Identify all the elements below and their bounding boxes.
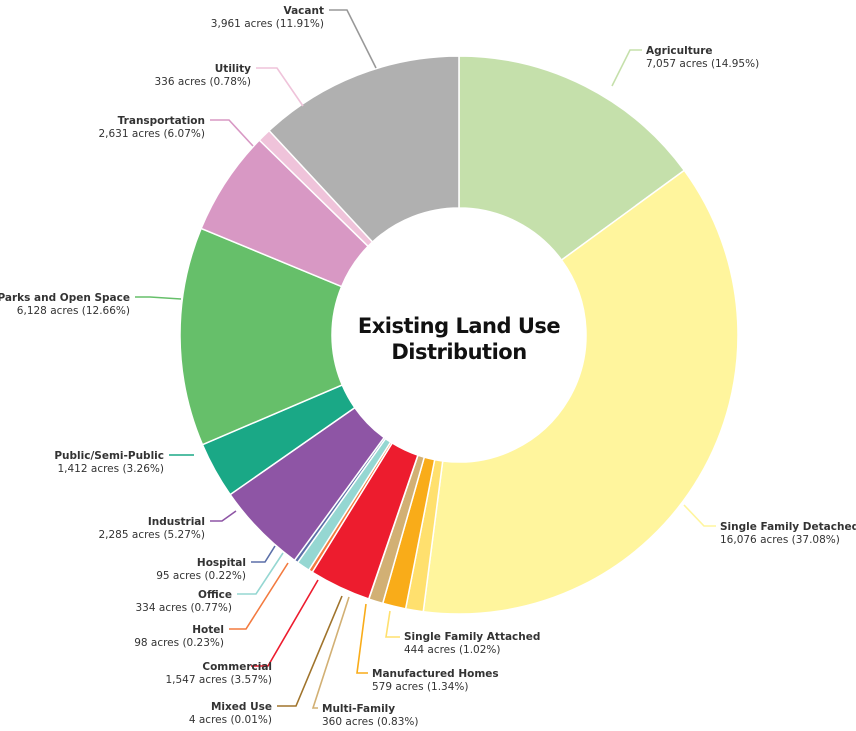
slice-label-value: 1,412 acres (3.26%) xyxy=(57,463,164,475)
slice-label-value: 336 acres (0.78%) xyxy=(155,76,252,88)
label-leader-lines xyxy=(135,9,716,709)
leader-line xyxy=(210,510,237,522)
slice-label-value: 334 acres (0.77%) xyxy=(136,602,233,614)
slice-agriculture xyxy=(458,55,686,262)
slice-label-name: Agriculture xyxy=(646,45,713,57)
leader-line xyxy=(385,610,400,638)
slice-label-value: 95 acres (0.22%) xyxy=(156,570,246,582)
slice-label-value: 7,057 acres (14.95%) xyxy=(646,58,759,70)
center-title-line-1: Existing Land Use xyxy=(358,314,561,338)
slice-label-name: Parks and Open Space xyxy=(0,292,130,304)
center-title: Existing Land Use Distribution xyxy=(358,314,561,364)
slice-label-name: Manufactured Homes xyxy=(372,668,499,680)
leader-line xyxy=(135,296,182,300)
leader-line xyxy=(251,545,276,563)
slice-label-name: Multi-Family xyxy=(322,703,395,715)
slice-label-value: 579 acres (1.34%) xyxy=(372,681,469,693)
leader-line xyxy=(229,562,289,630)
leader-line xyxy=(277,595,343,707)
slice-label-value: 6,128 acres (12.66%) xyxy=(17,305,130,317)
leader-line xyxy=(611,49,642,87)
leader-line xyxy=(311,596,350,709)
slice-vacant xyxy=(268,55,460,244)
leader-line xyxy=(237,552,284,595)
leader-line xyxy=(683,504,716,527)
slice-label-name: Industrial xyxy=(148,516,205,528)
slice-label-value: 2,631 acres (6.07%) xyxy=(98,128,205,140)
leader-line xyxy=(251,579,319,667)
donut-slices xyxy=(179,55,739,615)
slice-label-name: Commercial xyxy=(202,661,272,673)
slice-label-name: Hotel xyxy=(192,624,224,636)
slice-label-name: Utility xyxy=(215,63,251,75)
slice-label-value: 16,076 acres (37.08%) xyxy=(720,534,840,546)
slice-label-name: Transportation xyxy=(118,115,205,127)
slice-label-name: Vacant xyxy=(284,5,324,17)
slice-single-family-detached xyxy=(422,169,739,615)
slice-label-name: Single Family Attached xyxy=(404,631,540,643)
slice-label-name: Office xyxy=(198,589,232,601)
slice-label-value: 4 acres (0.01%) xyxy=(189,714,272,726)
slice-label-value: 444 acres (1.02%) xyxy=(404,644,501,656)
leader-line xyxy=(210,119,254,147)
leader-line xyxy=(256,67,304,107)
slice-label-value: 98 acres (0.23%) xyxy=(134,637,224,649)
slice-parks-and-open-space xyxy=(179,227,344,446)
slice-label-name: Public/Semi-Public xyxy=(54,450,164,462)
slice-label-name: Hospital xyxy=(197,557,246,569)
slice-label-name: Single Family Detached xyxy=(720,521,856,533)
leader-line xyxy=(356,603,368,674)
slice-label-value: 3,961 acres (11.91%) xyxy=(211,18,324,30)
slice-label-value: 2,285 acres (5.27%) xyxy=(98,529,205,541)
slice-label-name: Mixed Use xyxy=(211,701,272,713)
slice-label-value: 1,547 acres (3.57%) xyxy=(165,674,272,686)
leader-line xyxy=(329,9,377,69)
slice-label-value: 360 acres (0.83%) xyxy=(322,716,419,728)
center-title-line-2: Distribution xyxy=(391,340,526,364)
